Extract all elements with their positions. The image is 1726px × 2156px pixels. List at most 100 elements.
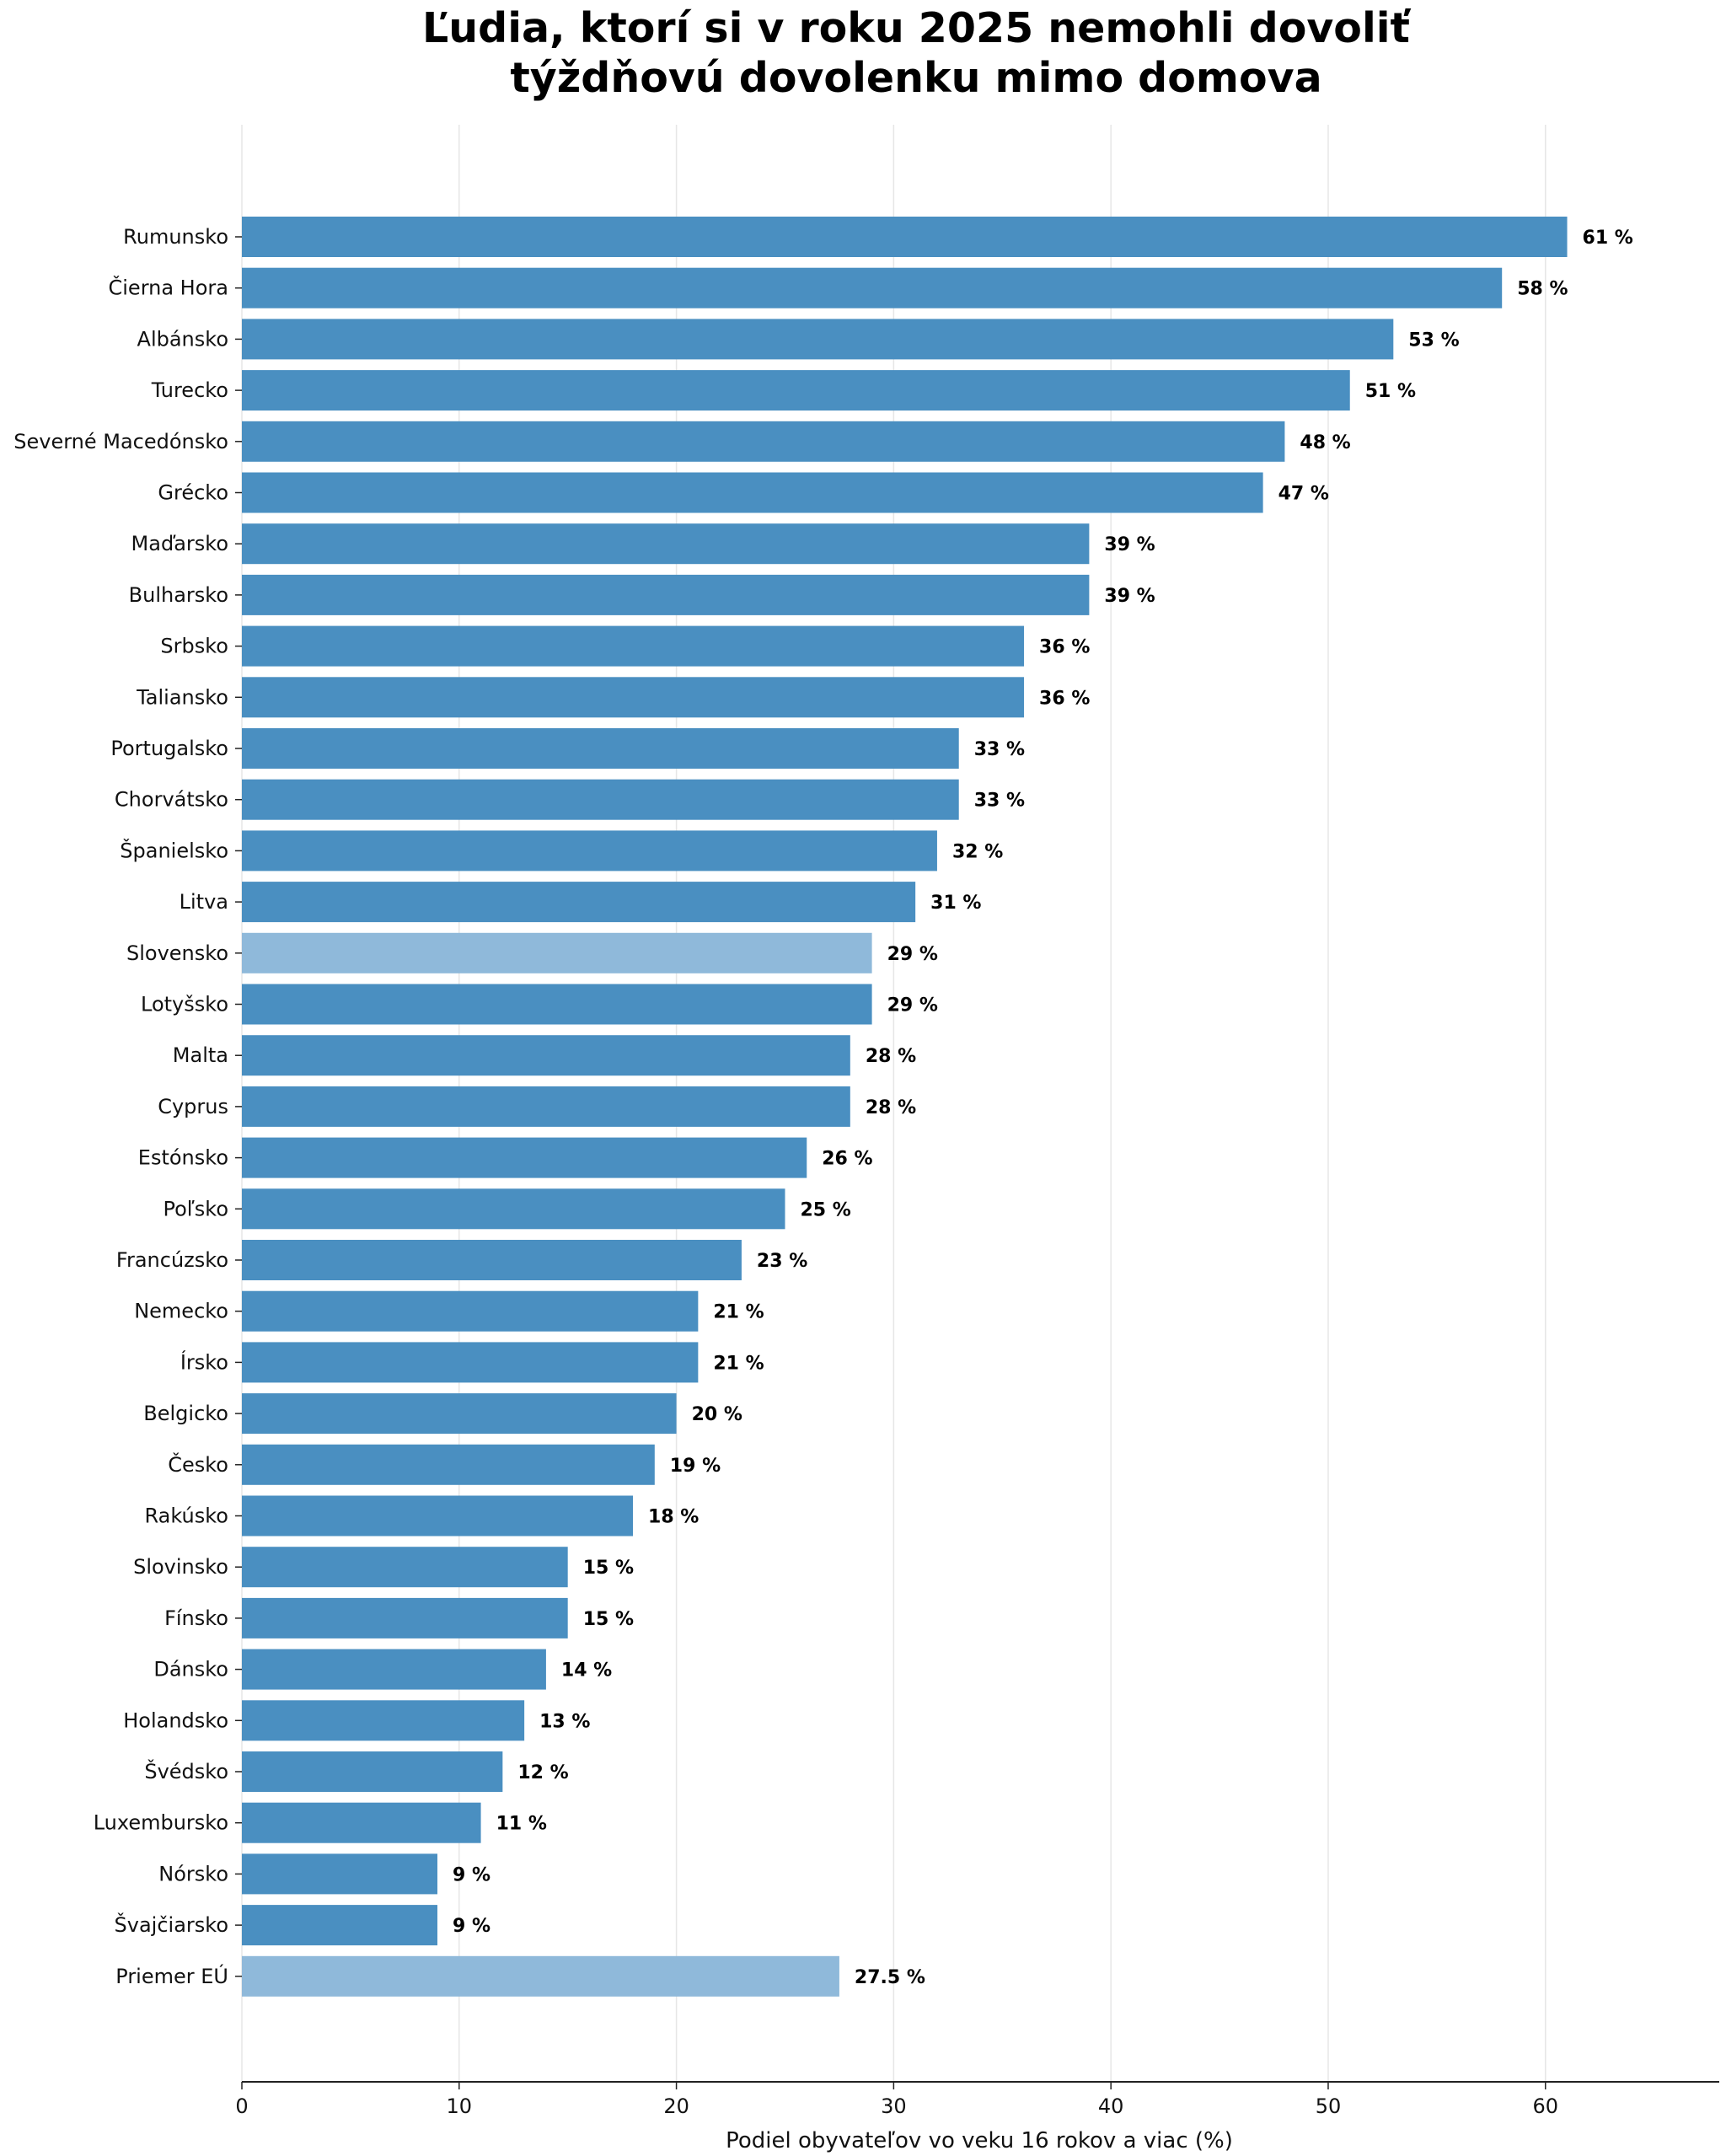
bar: [242, 1086, 850, 1127]
value-label: 61 %: [1583, 228, 1633, 249]
value-label: 33 %: [974, 739, 1025, 760]
bar: [242, 1290, 699, 1332]
bar: [242, 1137, 807, 1178]
bars: [242, 217, 1568, 1997]
bar: [242, 370, 1350, 411]
bar: [242, 984, 872, 1025]
value-label: 32 %: [952, 841, 1003, 862]
bar: [242, 1495, 634, 1537]
value-label: 28 %: [866, 1097, 916, 1118]
bar: [242, 523, 1090, 565]
value-label: 23 %: [757, 1251, 807, 1272]
bar: [242, 1853, 438, 1895]
category-label: Írsko: [180, 1349, 228, 1374]
value-label: 14 %: [561, 1660, 612, 1681]
value-label: 36 %: [1039, 637, 1090, 658]
category-label: Malta: [173, 1043, 228, 1067]
value-label: 21 %: [713, 1353, 764, 1374]
bar: [242, 1240, 742, 1280]
value-label: 19 %: [670, 1456, 721, 1477]
bar: [242, 1700, 525, 1741]
category-label: Dánsko: [153, 1658, 228, 1681]
value-label: 53 %: [1408, 330, 1459, 351]
category-label: Estónsko: [138, 1146, 228, 1170]
category-label: Bulharsko: [129, 583, 228, 607]
value-label: 26 %: [822, 1149, 872, 1170]
chart-title-line-1: Ľudia, ktorí si v roku 2025 nemohli dovo…: [422, 4, 1412, 52]
category-label: Fínsko: [164, 1606, 228, 1630]
bar: [242, 1547, 568, 1588]
value-label: 25 %: [800, 1199, 850, 1220]
value-label: 47 %: [1278, 484, 1329, 505]
bar: [242, 932, 872, 973]
category-label: Švédsko: [144, 1758, 228, 1783]
bar: [242, 267, 1503, 308]
bar: [242, 319, 1394, 360]
bar: [242, 677, 1025, 718]
category-label: Rakúsko: [145, 1504, 228, 1528]
bar: [242, 1955, 839, 1997]
category-label: Francúzsko: [116, 1248, 228, 1272]
category-label: Albánsko: [137, 327, 228, 351]
bar: [242, 779, 959, 820]
category-label: Luxembursko: [94, 1811, 228, 1835]
value-label: 21 %: [713, 1302, 764, 1323]
value-label: 36 %: [1039, 688, 1090, 709]
bar: [242, 1649, 546, 1690]
category-label: Španielsko: [120, 837, 228, 862]
category-label: Česko: [168, 1451, 228, 1477]
bar: [242, 1751, 503, 1792]
x-tick-label: 40: [1098, 2094, 1124, 2118]
value-label: 29 %: [887, 944, 938, 965]
bar: [242, 421, 1285, 462]
value-label: 39 %: [1104, 586, 1155, 607]
x-tick-label: 60: [1532, 2094, 1558, 2118]
bar: [242, 574, 1090, 615]
value-label: 18 %: [648, 1507, 699, 1528]
value-label: 27.5 %: [855, 1967, 925, 1988]
value-label: 12 %: [517, 1762, 568, 1783]
value-label: 58 %: [1517, 279, 1568, 300]
bar: [242, 1905, 438, 1946]
category-label: Turecko: [151, 378, 228, 402]
category-label: Srbsko: [160, 635, 228, 658]
value-label: 28 %: [866, 1046, 916, 1067]
x-axis-title: Podiel obyvateľov vo veku 16 rokov a via…: [726, 2128, 1233, 2153]
value-label: 15 %: [583, 1558, 634, 1579]
x-tick-label: 20: [663, 2094, 689, 2118]
category-labels: Rumunsko Čierna Hora Albánsko Turecko Severn…: [13, 225, 242, 1988]
value-label: 31 %: [930, 893, 981, 914]
bar: [242, 1342, 699, 1383]
value-label: 15 %: [583, 1609, 634, 1630]
x-tick-label: 0: [235, 2094, 248, 2118]
value-label: 51 %: [1365, 381, 1416, 402]
category-label: Portugalsko: [110, 737, 228, 760]
value-label: 33 %: [974, 791, 1025, 812]
category-label: Čierna Hora: [109, 275, 229, 300]
bar: [242, 625, 1025, 667]
x-tick-label: 50: [1316, 2094, 1342, 2118]
value-label: 20 %: [692, 1404, 742, 1425]
category-label: Maďarsko: [131, 532, 228, 555]
category-label: Poľsko: [163, 1197, 228, 1220]
chart-title-line-2: týždňovú dovolenku mimo domova: [510, 54, 1321, 102]
value-label: 11 %: [496, 1814, 547, 1835]
bar: [242, 1035, 850, 1076]
category-label: Grécko: [158, 481, 228, 505]
bar: [242, 1393, 677, 1435]
category-label: Rumunsko: [123, 225, 228, 249]
category-label: Nórsko: [158, 1862, 228, 1885]
bar: [242, 472, 1263, 513]
category-label: Belgicko: [143, 1402, 228, 1425]
value-label: 9 %: [453, 1864, 490, 1885]
bar: [242, 882, 916, 923]
category-label: Chorvátsko: [115, 788, 228, 812]
category-label: Švajčiarsko: [115, 1912, 228, 1937]
category-label: Slovensko: [126, 941, 228, 965]
category-label: Litva: [180, 890, 228, 914]
bar: [242, 830, 937, 872]
value-label: 13 %: [539, 1711, 590, 1732]
bar: [242, 217, 1568, 257]
value-label: 48 %: [1300, 432, 1350, 453]
bar: [242, 1188, 785, 1230]
